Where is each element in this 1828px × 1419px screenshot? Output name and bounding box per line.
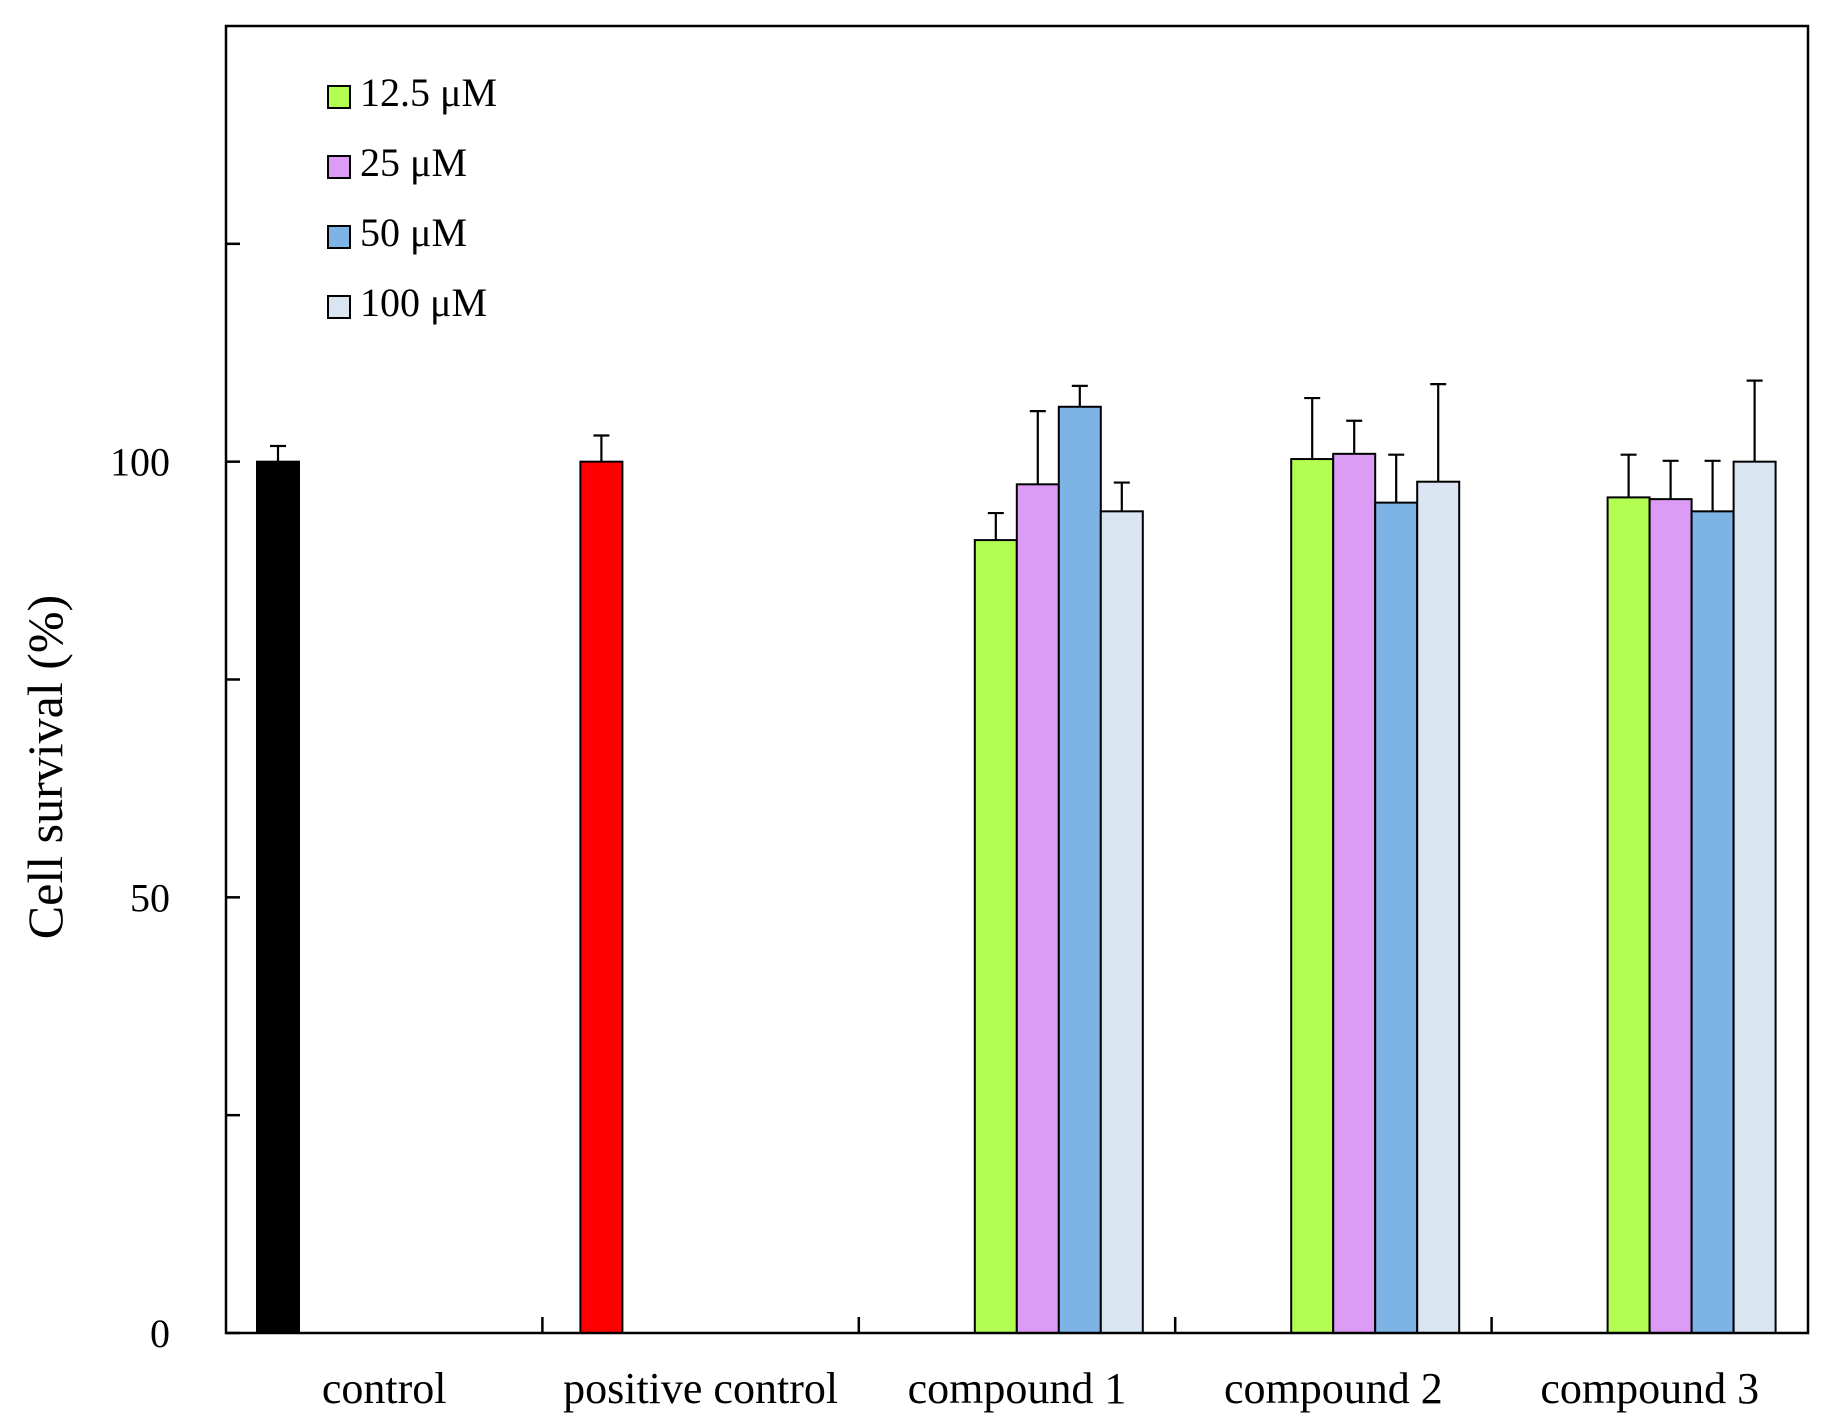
legend-swatch <box>327 85 351 109</box>
bar-series-4-cat-4 <box>1416 480 1461 1334</box>
x-category-label: compound 3 <box>1540 1364 1759 1413</box>
x-category-label: compound 2 <box>1224 1364 1443 1413</box>
bar-series-1-cat-5 <box>1606 496 1651 1334</box>
legend-swatch <box>327 295 351 319</box>
y-tick-label: 0 <box>150 1311 170 1356</box>
legend-label: 100 μM <box>360 280 487 325</box>
bar-series-3-cat-4 <box>1374 501 1419 1334</box>
x-category-label: positive control <box>563 1364 838 1413</box>
bar-series-1-cat-4 <box>1290 458 1335 1334</box>
x-category-label: control <box>322 1364 447 1413</box>
bar-control <box>256 460 300 1334</box>
y-tick-label: 100 <box>110 440 170 485</box>
bar-series-2-cat-4 <box>1332 452 1377 1335</box>
bar-series-4-cat-3 <box>1099 510 1144 1335</box>
x-category-label: compound 1 <box>908 1364 1127 1413</box>
legend-swatch <box>327 225 351 249</box>
bar-series-2-cat-3 <box>1015 483 1060 1334</box>
y-tick-label: 50 <box>130 875 170 920</box>
bar-series-1-cat-3 <box>973 539 1018 1334</box>
bar-series-2-cat-5 <box>1648 498 1693 1335</box>
bar-series-3-cat-3 <box>1057 405 1102 1335</box>
bar-series-4-cat-5 <box>1732 460 1777 1334</box>
legend-label: 25 μM <box>360 140 467 185</box>
y-axis-title: Cell survival (%) <box>17 595 73 939</box>
bar-series-3-cat-5 <box>1690 510 1735 1335</box>
legend-swatch <box>327 155 351 179</box>
legend-label: 12.5 μM <box>360 70 497 115</box>
legend-label: 50 μM <box>360 210 467 255</box>
bar-positive-control <box>579 460 624 1334</box>
